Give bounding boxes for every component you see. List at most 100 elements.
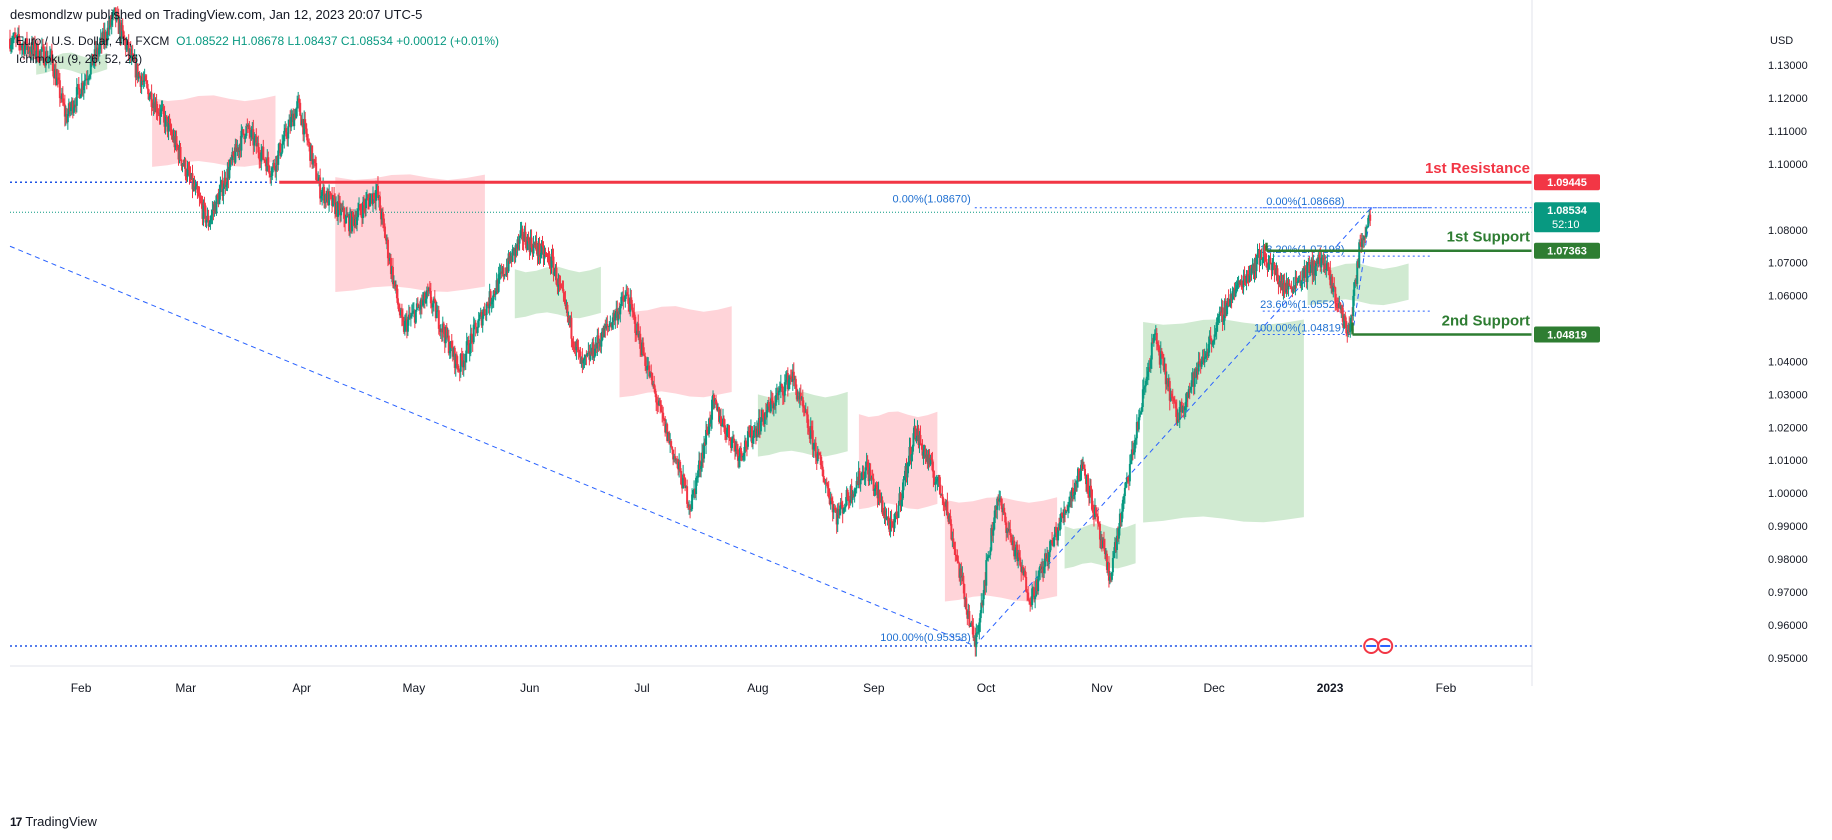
candle-body	[279, 142, 282, 156]
candle-body	[46, 59, 49, 62]
candle-body	[511, 249, 514, 262]
candle-body	[900, 500, 903, 506]
candle-body	[337, 201, 340, 217]
candle-body	[1216, 317, 1219, 323]
candle-body	[160, 108, 163, 110]
candle-body	[935, 481, 938, 483]
candle-body	[408, 314, 411, 318]
candle-body	[312, 159, 315, 165]
candle-body	[903, 476, 906, 480]
candle-body	[956, 555, 959, 562]
candle-body	[691, 494, 694, 510]
candle-body	[194, 186, 197, 190]
candle-body	[474, 322, 477, 327]
candle-body	[564, 299, 567, 307]
key-levels: 1st Resistance 1st Support 2nd Support	[279, 160, 1532, 336]
candle-body	[582, 360, 585, 364]
candle-body	[1294, 276, 1297, 290]
symbol-line[interactable]: Euro / U.S. Dollar, 4h, FXCM O1.08522 H1…	[16, 34, 499, 48]
candle-body	[1149, 359, 1152, 369]
candle-body	[423, 292, 426, 303]
candle-body	[679, 461, 682, 472]
candle-body	[668, 432, 671, 444]
candle-body	[931, 459, 934, 471]
symbol-name[interactable]: Euro / U.S. Dollar, 4h, FXCM	[16, 34, 170, 48]
candle-body	[1210, 339, 1213, 345]
indicator-label[interactable]: Ichimoku (9, 26, 52, 26)	[16, 52, 143, 66]
price-axis: 1.09445 1.07363 1.04819 USD 0.95000 0.96000 0.…	[1363, 0, 1808, 686]
level-price-label: 1.07363	[1547, 246, 1587, 258]
candle-body	[986, 557, 989, 561]
candle-body	[920, 443, 923, 445]
candle-body	[809, 426, 812, 439]
candle-body	[583, 357, 586, 361]
candle-body	[1345, 320, 1348, 334]
candle-body	[63, 104, 66, 117]
candle-body	[562, 289, 565, 294]
level-price-tag	[1534, 242, 1600, 259]
candle-body	[895, 512, 898, 516]
candle-body	[1027, 592, 1030, 601]
candle-body	[295, 108, 298, 119]
candle-body	[250, 130, 253, 138]
candle-body	[271, 168, 274, 176]
time-tick: Aug	[747, 681, 768, 695]
candle-body	[345, 214, 348, 224]
time-axis: Feb Mar Apr May Jun Jul Aug Sep Oct Nov Dec 2023 Feb	[10, 665, 1532, 695]
candle-body	[941, 494, 944, 499]
candle-body	[703, 442, 706, 459]
candle-body	[1069, 496, 1072, 506]
candle-body	[66, 114, 69, 123]
candle-body	[662, 412, 665, 419]
candle-body	[907, 461, 910, 464]
candle-body	[1026, 591, 1029, 593]
candle-body	[191, 173, 194, 190]
candle-body	[1334, 287, 1337, 304]
candle-body	[1217, 316, 1220, 318]
candle-body	[985, 560, 988, 586]
candle-body	[780, 383, 783, 387]
candle-body	[839, 502, 842, 510]
candle-body	[68, 103, 71, 112]
candle-body	[605, 324, 608, 329]
candle-body	[11, 39, 14, 44]
candle-body	[321, 191, 324, 196]
tradingview-brand[interactable]: 17 TradingView	[10, 814, 97, 829]
candle-body	[1267, 263, 1270, 270]
candle-body	[260, 152, 263, 162]
candle-body	[1261, 258, 1264, 260]
candle-body	[45, 51, 48, 62]
candle-body	[110, 20, 113, 26]
candle-body	[165, 115, 168, 118]
candle-body	[864, 467, 867, 478]
candle-body	[159, 109, 162, 117]
candle-body	[891, 521, 894, 528]
candle-body	[1055, 527, 1058, 533]
candle-body	[972, 626, 975, 638]
candle-body	[978, 622, 981, 633]
candle-body	[1328, 269, 1331, 271]
candle-body	[464, 353, 467, 363]
candle-body	[504, 274, 507, 276]
candle-body	[308, 141, 311, 143]
candle-body	[72, 107, 75, 114]
candle-body	[78, 89, 81, 99]
candle-body	[50, 50, 53, 61]
candle-body	[1200, 360, 1203, 367]
price-tick: 0.95000	[1768, 653, 1808, 665]
candle-body	[699, 460, 702, 470]
candle-body	[299, 102, 302, 116]
candle-body	[225, 184, 228, 187]
candle-body	[1320, 258, 1323, 268]
candle-body	[710, 419, 713, 424]
candle-body	[1204, 353, 1207, 358]
candle-body	[624, 296, 627, 302]
candle-body	[89, 63, 92, 75]
candle-body	[17, 34, 20, 42]
ichimoku-cloud-segment	[335, 174, 485, 292]
candle-body	[491, 299, 494, 302]
candle-body	[1243, 275, 1246, 279]
candle-body	[180, 159, 183, 166]
candle-body	[231, 151, 234, 161]
